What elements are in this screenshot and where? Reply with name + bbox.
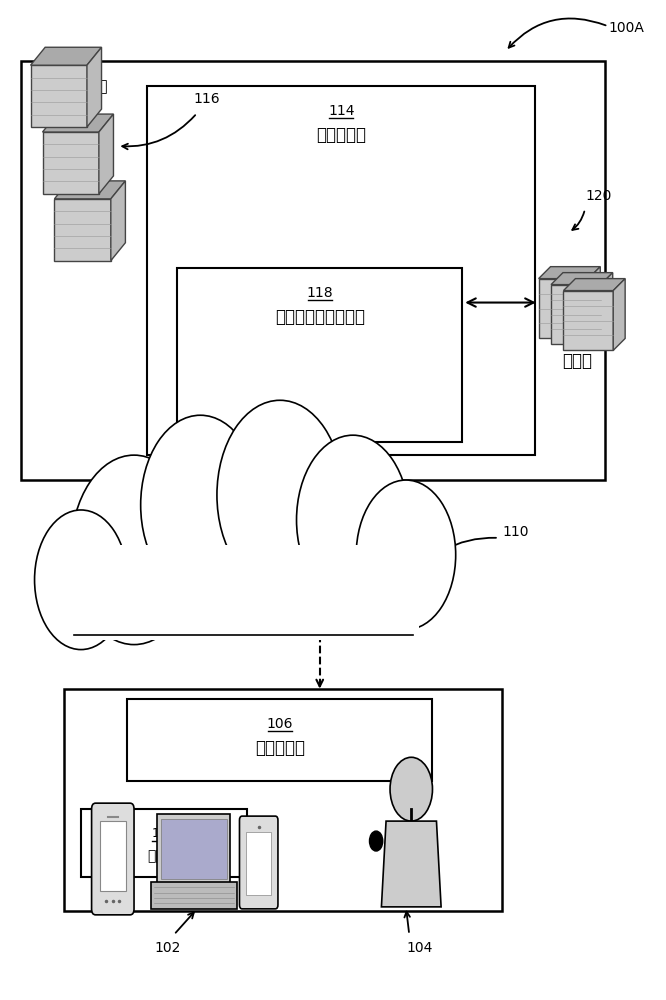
Text: 102: 102 <box>154 941 180 955</box>
Text: 110: 110 <box>502 525 529 539</box>
FancyBboxPatch shape <box>147 86 535 455</box>
FancyBboxPatch shape <box>31 65 87 127</box>
Text: 112: 112 <box>45 79 71 93</box>
FancyBboxPatch shape <box>240 816 278 909</box>
Polygon shape <box>539 267 600 279</box>
FancyBboxPatch shape <box>68 520 432 640</box>
FancyBboxPatch shape <box>43 132 99 194</box>
Circle shape <box>356 480 456 630</box>
FancyBboxPatch shape <box>157 814 230 884</box>
Circle shape <box>217 400 343 590</box>
Text: 104: 104 <box>406 941 432 955</box>
Text: 客户端应用: 客户端应用 <box>255 739 305 757</box>
Text: 120: 120 <box>585 189 611 203</box>
FancyBboxPatch shape <box>539 279 588 338</box>
Text: 数据中心: 数据中心 <box>71 79 107 94</box>
Polygon shape <box>382 821 441 907</box>
Polygon shape <box>601 273 613 344</box>
FancyBboxPatch shape <box>92 803 134 915</box>
Polygon shape <box>55 181 125 199</box>
Circle shape <box>393 831 406 851</box>
Circle shape <box>296 435 410 605</box>
Polygon shape <box>563 279 625 291</box>
FancyBboxPatch shape <box>563 291 613 350</box>
FancyBboxPatch shape <box>551 285 601 344</box>
FancyBboxPatch shape <box>246 832 271 895</box>
Polygon shape <box>588 267 600 338</box>
Polygon shape <box>111 181 125 261</box>
FancyBboxPatch shape <box>55 199 111 261</box>
FancyBboxPatch shape <box>127 699 432 781</box>
Text: 114: 114 <box>328 104 354 118</box>
FancyBboxPatch shape <box>65 689 502 911</box>
FancyBboxPatch shape <box>151 882 237 909</box>
FancyBboxPatch shape <box>161 819 227 879</box>
Text: 100A: 100A <box>608 21 644 35</box>
FancyBboxPatch shape <box>99 821 126 891</box>
Text: 托管的服务: 托管的服务 <box>316 126 366 144</box>
Polygon shape <box>613 279 625 350</box>
Text: 安全性和合规性模块: 安全性和合规性模块 <box>275 308 365 326</box>
Circle shape <box>141 415 260 595</box>
Polygon shape <box>31 47 101 65</box>
Circle shape <box>370 831 383 851</box>
Text: 108: 108 <box>152 827 176 840</box>
FancyBboxPatch shape <box>177 268 462 442</box>
Polygon shape <box>87 47 101 127</box>
FancyBboxPatch shape <box>81 809 247 877</box>
Polygon shape <box>43 114 113 132</box>
Text: 118: 118 <box>306 286 333 300</box>
Polygon shape <box>99 114 113 194</box>
Circle shape <box>390 757 432 821</box>
Text: 106: 106 <box>266 717 293 731</box>
FancyBboxPatch shape <box>75 545 419 640</box>
Text: 116: 116 <box>194 92 220 106</box>
Text: 服务器: 服务器 <box>562 352 592 370</box>
Circle shape <box>416 831 429 851</box>
Polygon shape <box>551 273 613 285</box>
Circle shape <box>35 510 127 650</box>
Circle shape <box>71 455 197 645</box>
FancyBboxPatch shape <box>21 61 605 480</box>
Text: 本地存储: 本地存储 <box>147 849 180 863</box>
